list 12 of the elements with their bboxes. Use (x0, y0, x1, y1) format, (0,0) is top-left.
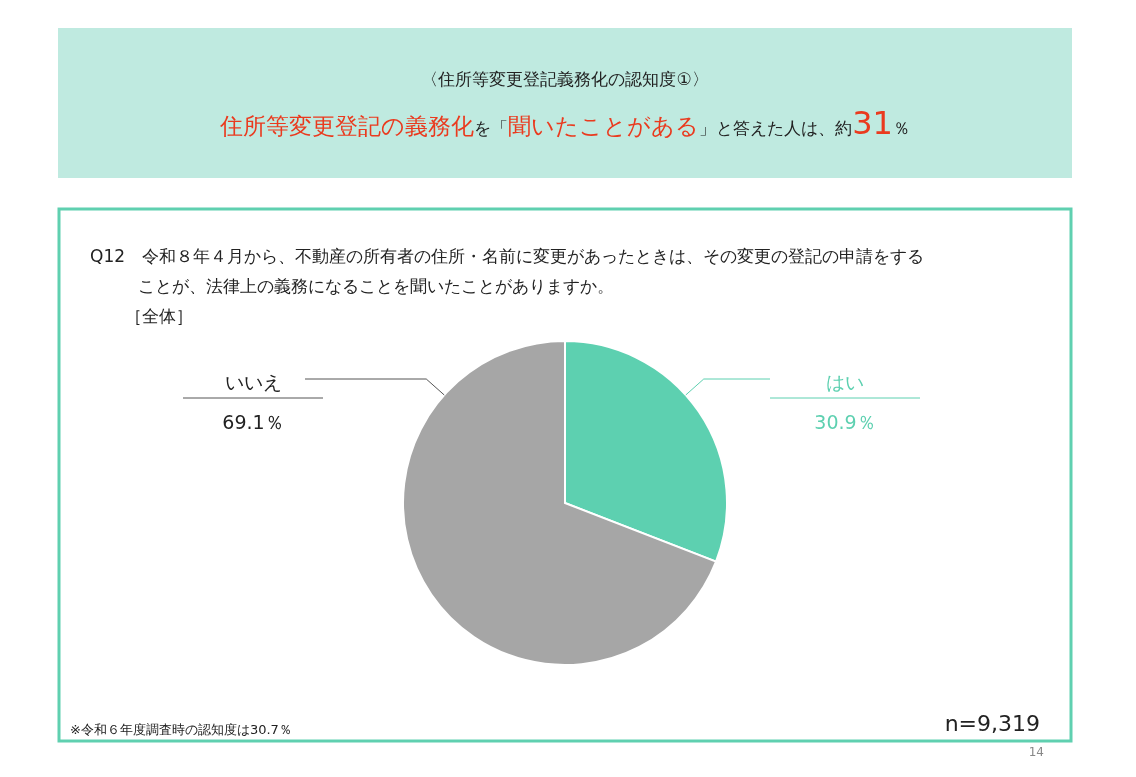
chart-subtitle: 住所等変更登記の義務化を「聞いたことがある」と答えた人は、約31％ (219, 104, 910, 142)
slice-label: はい (826, 371, 864, 393)
data-label: 69.1％ (222, 411, 284, 433)
annotation: Q12 令和８年４月から、不動産の所有者の住所・名前に変更があったときは、その変更の登記の申請をする (90, 246, 924, 266)
chart-title: 〈住所等変更登記義務化の認知度①〉 (421, 69, 709, 89)
data-label: 30.9％ (814, 411, 876, 433)
annotation: ことが、法律上の義務になることを聞いたことがありますか。 (138, 276, 614, 296)
annotation: 14 (1028, 745, 1044, 759)
annotation: ［全体］ (125, 306, 193, 326)
annotation: ※令和６年度調査時の認知度は30.7％ (70, 722, 292, 737)
annotation: n=9,319 (944, 711, 1040, 736)
slice-label: いいえ (224, 371, 282, 393)
